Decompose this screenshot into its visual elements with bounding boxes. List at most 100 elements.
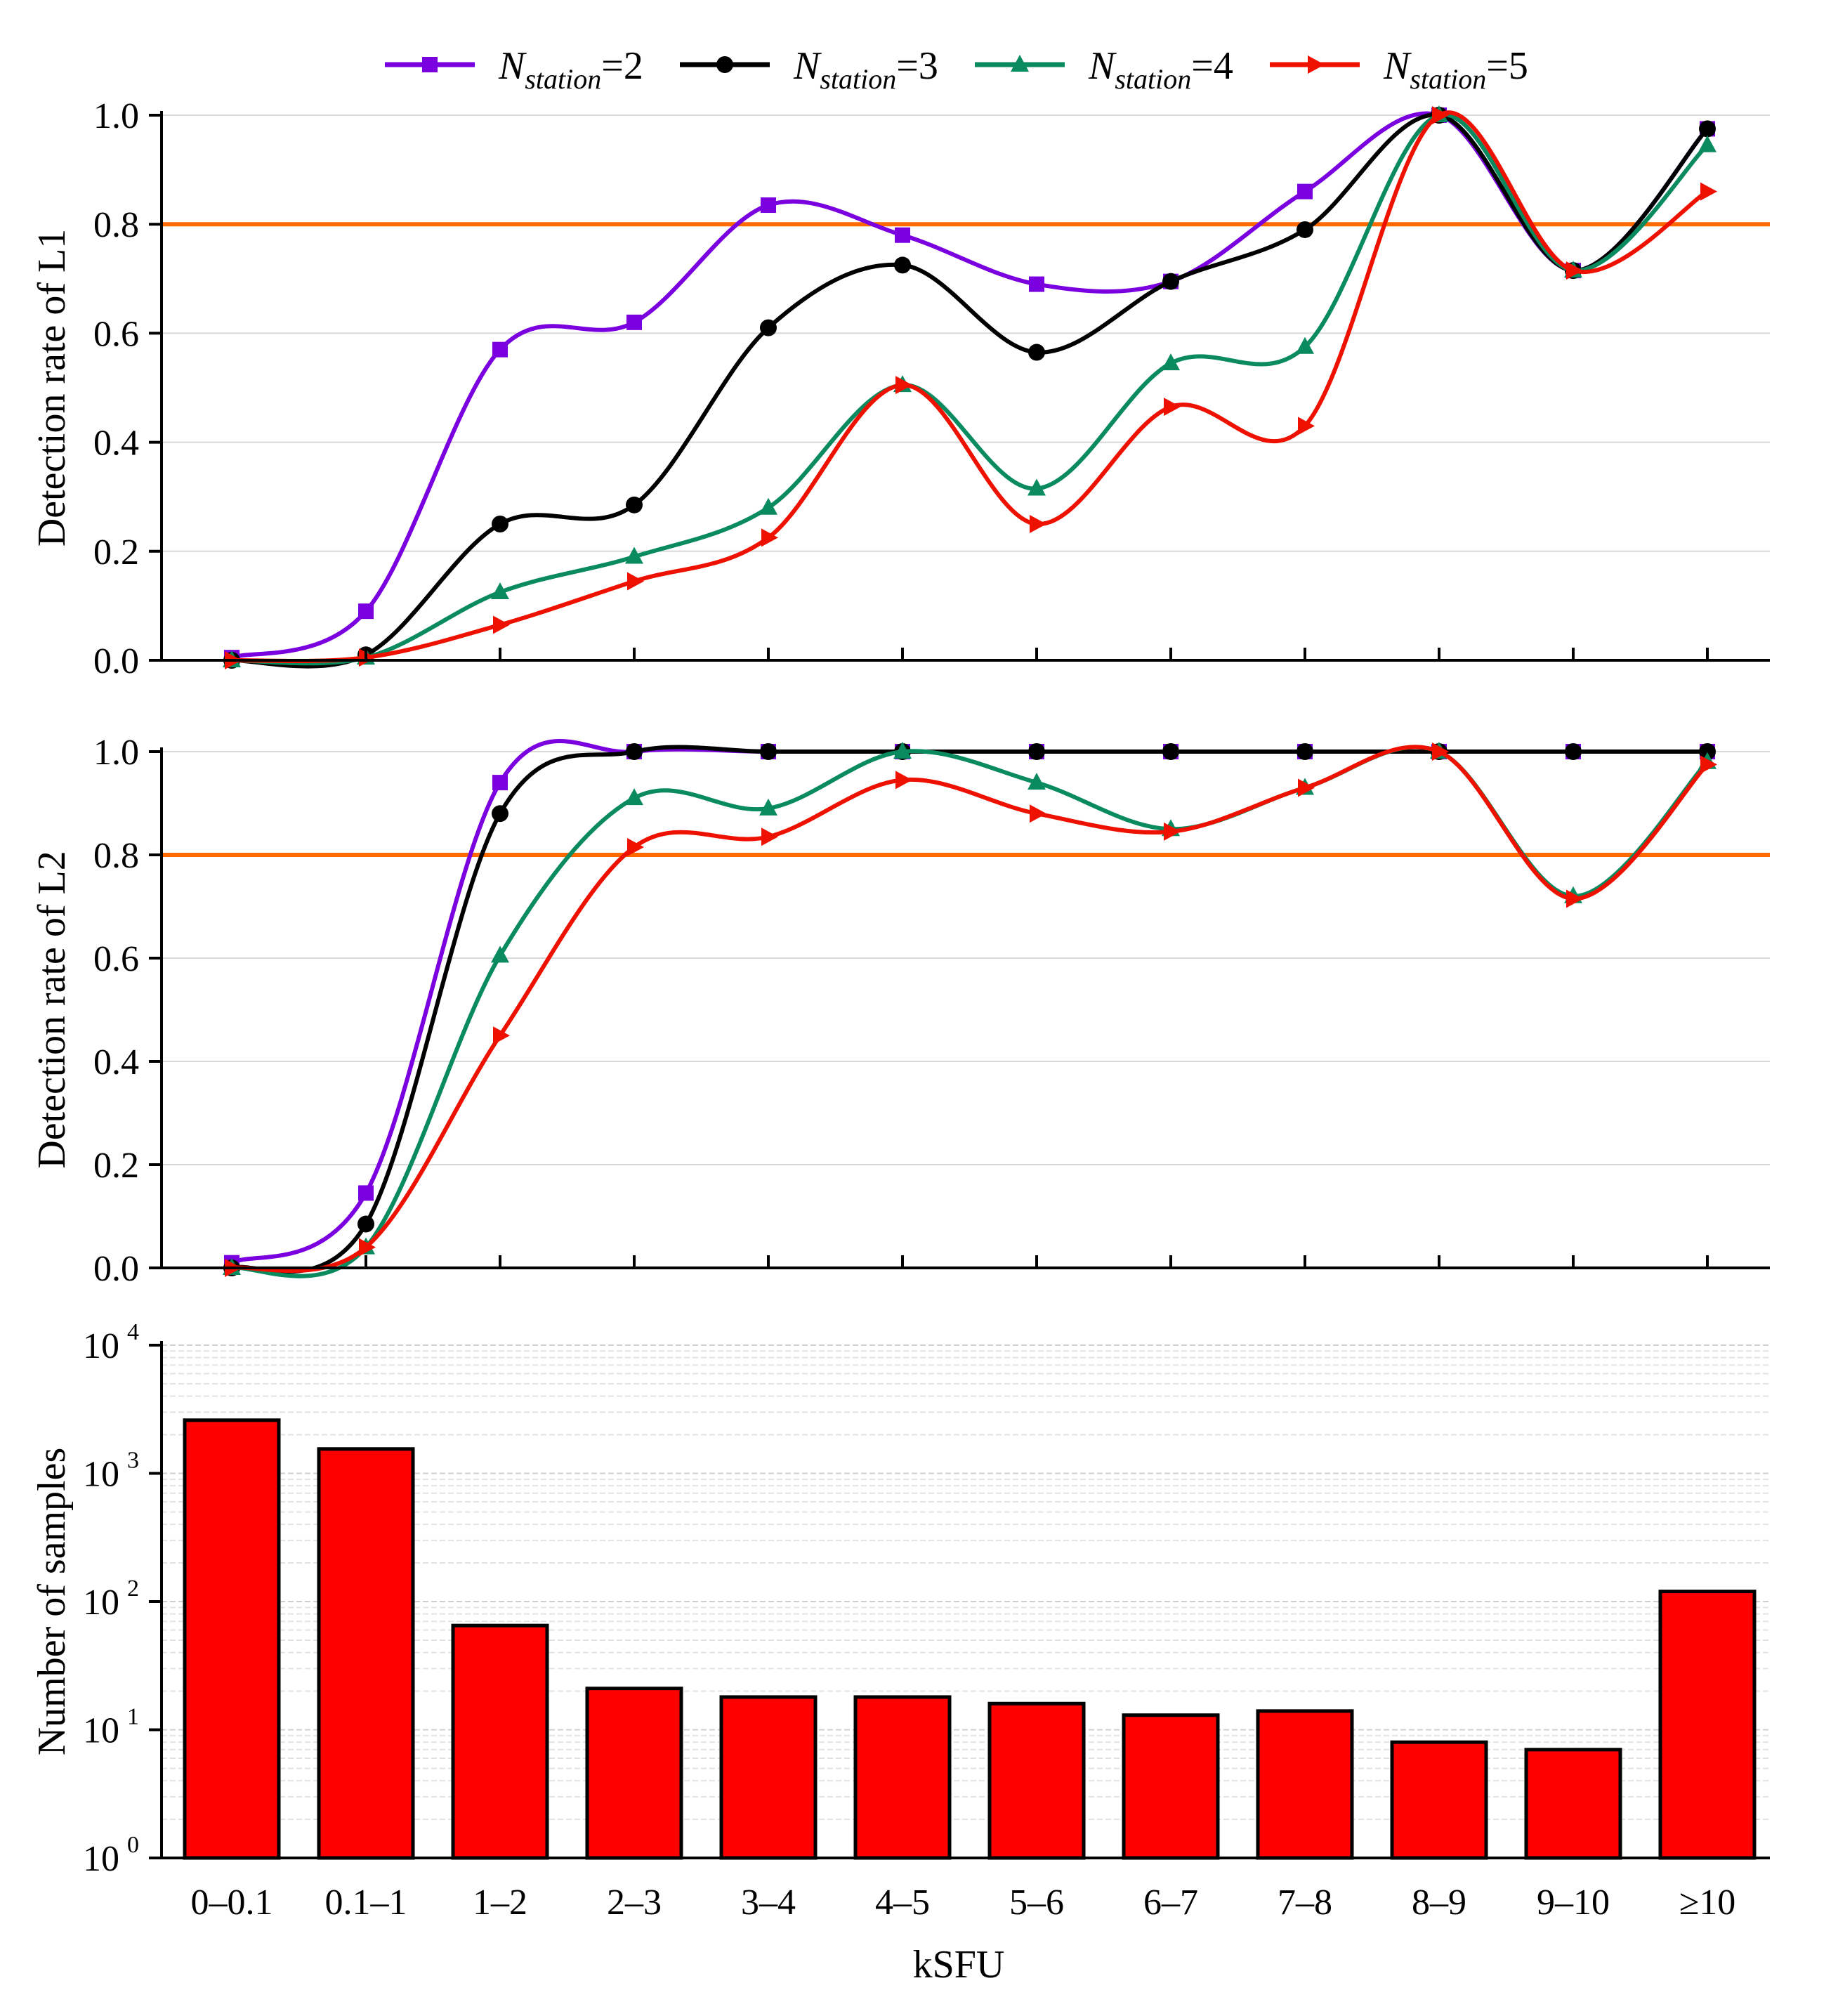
data-point bbox=[1030, 804, 1046, 823]
y-tick-label: 10 bbox=[83, 1583, 119, 1623]
tick-base: 10 bbox=[83, 1711, 119, 1751]
y-tick-exponent: 0 bbox=[127, 1832, 139, 1858]
data-point bbox=[627, 837, 644, 856]
data-point bbox=[1298, 417, 1315, 436]
data-point bbox=[492, 805, 508, 823]
y-tick-label: 0.0 bbox=[93, 1249, 139, 1289]
data-point bbox=[492, 341, 508, 358]
data-point bbox=[1700, 755, 1717, 774]
data-point bbox=[761, 197, 776, 214]
y-tick-exponent: 1 bbox=[127, 1704, 139, 1730]
series-line-n-station-2 bbox=[230, 739, 1707, 1265]
y-tick-exponent: 2 bbox=[127, 1576, 139, 1602]
bar-2 bbox=[451, 1623, 549, 1860]
data-point bbox=[1029, 276, 1044, 292]
y-axis-title: Detection rate of L1 bbox=[30, 229, 74, 546]
data-point bbox=[626, 314, 642, 330]
data-point bbox=[626, 743, 643, 760]
bar-3 bbox=[585, 1687, 683, 1860]
legend-value: =4 bbox=[1191, 44, 1233, 88]
y-tick-label: 0.6 bbox=[93, 314, 139, 354]
data-point bbox=[1162, 743, 1179, 760]
data-point bbox=[1699, 743, 1716, 760]
y-tick-exponent: 3 bbox=[127, 1448, 139, 1474]
legend: Nstation=2 Nstation=3 Nstation=4 Nstation=5 bbox=[385, 44, 1528, 95]
x-tick-label: 7–8 bbox=[1278, 1883, 1332, 1923]
y-tick-label: 0.4 bbox=[93, 424, 139, 464]
x-tick-label: 5–6 bbox=[1009, 1883, 1064, 1923]
panel-number-of-samples: 10 0 10 1 10 2 10 3 10 4 0–0.1 0.1–1 1–2 2–3 3–4 4–5 5–6… bbox=[30, 1319, 1770, 1986]
data-point bbox=[1566, 261, 1583, 280]
legend-label: Nstation=5 bbox=[1383, 44, 1528, 95]
y-tick-label: 0.0 bbox=[93, 641, 139, 681]
bar-4 bbox=[719, 1695, 818, 1860]
legend-label: Nstation=2 bbox=[498, 44, 643, 95]
y-tick-label: 10 bbox=[83, 1326, 119, 1366]
data-point bbox=[625, 788, 643, 806]
data-point bbox=[761, 827, 778, 846]
y-tick-exponent: 4 bbox=[127, 1319, 139, 1345]
data-point bbox=[1699, 120, 1716, 138]
bar-9 bbox=[1390, 1740, 1488, 1860]
data-point bbox=[357, 1215, 374, 1233]
data-point bbox=[1297, 221, 1313, 238]
legend-marker bbox=[422, 57, 438, 72]
legend-subscript: station bbox=[1115, 63, 1191, 95]
bar-11 bbox=[1658, 1590, 1757, 1860]
series-line-n-station-3 bbox=[231, 112, 1709, 669]
bar-5 bbox=[853, 1695, 952, 1860]
panel-l1-detection-rate: 0.0 0.2 0.4 0.6 0.8 1.0 Detection rate of L1 bbox=[30, 96, 1770, 681]
data-point bbox=[1028, 343, 1045, 361]
y-tick-label: 0.8 bbox=[93, 205, 139, 245]
legend-value: =5 bbox=[1486, 44, 1528, 88]
data-point bbox=[1566, 889, 1583, 908]
data-point bbox=[894, 256, 911, 274]
data-point bbox=[760, 319, 777, 336]
legend-label: Nstation=4 bbox=[1088, 44, 1233, 95]
legend-symbol: N bbox=[1383, 44, 1412, 88]
y-axis-title: Number of samples bbox=[30, 1448, 74, 1756]
legend-value: =3 bbox=[896, 44, 938, 88]
data-point bbox=[1162, 353, 1180, 371]
x-tick-label: 2–3 bbox=[607, 1883, 662, 1923]
x-tick-label: 1–2 bbox=[473, 1883, 527, 1923]
data-point bbox=[626, 496, 643, 513]
data-point bbox=[1030, 515, 1046, 533]
x-tick-label: 3–4 bbox=[741, 1883, 796, 1923]
y-tick-label: 1.0 bbox=[93, 733, 139, 773]
data-point bbox=[759, 497, 777, 515]
series-line-n-station-5 bbox=[231, 110, 1709, 663]
data-point bbox=[1164, 398, 1181, 417]
series-line-n-station-5 bbox=[231, 745, 1709, 1274]
data-point bbox=[895, 771, 912, 790]
data-point bbox=[1700, 182, 1717, 201]
legend-subscript: station bbox=[1410, 63, 1486, 95]
legend-symbol: N bbox=[793, 44, 822, 88]
x-tick-label: 6–7 bbox=[1143, 1883, 1198, 1923]
x-tick-label: 4–5 bbox=[875, 1883, 930, 1923]
data-point bbox=[1432, 106, 1449, 124]
y-tick-label: 10 bbox=[83, 1839, 119, 1879]
data-point bbox=[893, 742, 912, 759]
y-tick-label: 0.2 bbox=[93, 1146, 139, 1186]
data-point bbox=[1298, 778, 1315, 797]
data-point bbox=[625, 546, 643, 564]
data-point bbox=[895, 227, 910, 243]
y-tick-label: 1.0 bbox=[93, 96, 139, 136]
data-point bbox=[492, 775, 508, 791]
bar-1 bbox=[317, 1447, 415, 1860]
x-tick-label: 8–9 bbox=[1412, 1883, 1466, 1923]
tick-base: 10 bbox=[83, 1326, 119, 1366]
data-point bbox=[627, 572, 644, 591]
bar-10 bbox=[1524, 1748, 1622, 1860]
y-tick-label: 10 bbox=[83, 1455, 119, 1495]
data-point bbox=[895, 376, 912, 395]
legend-subscript: station bbox=[525, 63, 601, 95]
data-point bbox=[1164, 822, 1181, 841]
legend-symbol: N bbox=[498, 44, 527, 88]
legend-marker bbox=[1011, 55, 1029, 72]
data-point bbox=[1028, 478, 1046, 496]
bar-8 bbox=[1256, 1709, 1354, 1860]
data-point bbox=[761, 528, 778, 547]
x-tick-label: 0–0.1 bbox=[191, 1883, 273, 1923]
